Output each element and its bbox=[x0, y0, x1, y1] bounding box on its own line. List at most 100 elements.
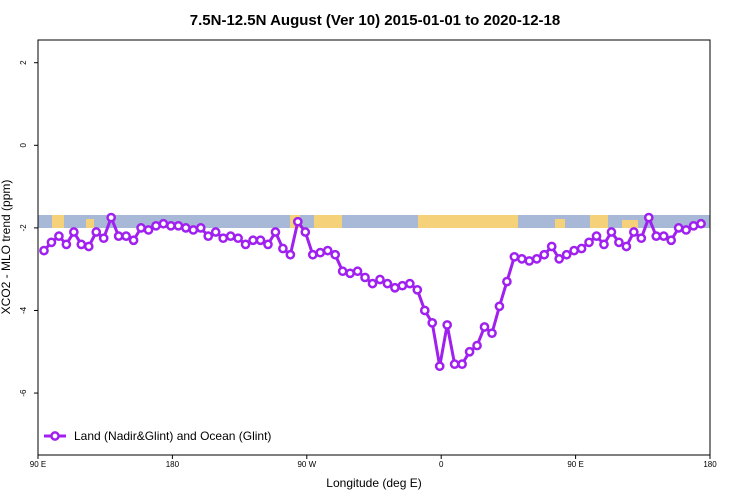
land-ocean-strip bbox=[38, 215, 710, 228]
land-patch bbox=[590, 215, 608, 228]
data-point bbox=[681, 225, 691, 235]
data-point bbox=[39, 245, 49, 256]
data-point bbox=[158, 218, 169, 229]
data-point bbox=[673, 223, 684, 233]
data-point bbox=[576, 243, 587, 254]
x-tick-label: 0 bbox=[439, 460, 444, 469]
data-point bbox=[457, 359, 467, 370]
data-point bbox=[487, 328, 497, 339]
data-point bbox=[464, 346, 475, 357]
x-axis-label: Longitude (deg E) bbox=[326, 476, 421, 490]
data-point bbox=[561, 249, 572, 260]
data-point bbox=[688, 220, 699, 231]
land-patch bbox=[314, 215, 342, 228]
data-point bbox=[352, 266, 363, 277]
data-point bbox=[68, 227, 79, 237]
data-point bbox=[255, 235, 266, 246]
y-tick-label: 0 bbox=[19, 143, 28, 148]
land-patch bbox=[86, 219, 94, 228]
data-point bbox=[666, 235, 677, 246]
data-point bbox=[472, 340, 482, 351]
data-point bbox=[569, 245, 579, 256]
data-point bbox=[270, 227, 281, 237]
data-point bbox=[554, 254, 565, 264]
data-point bbox=[83, 241, 94, 252]
data-point bbox=[412, 284, 423, 295]
data-point bbox=[337, 266, 348, 277]
data-point bbox=[240, 239, 251, 250]
data-point bbox=[330, 249, 341, 260]
data-point bbox=[427, 318, 438, 328]
data-point bbox=[636, 233, 647, 244]
data-point bbox=[479, 322, 490, 332]
data-point bbox=[651, 231, 662, 241]
data-point bbox=[628, 227, 639, 237]
data-point bbox=[516, 254, 527, 264]
data-point bbox=[128, 235, 139, 246]
data-point bbox=[263, 239, 273, 250]
data-point bbox=[404, 278, 415, 289]
data-point bbox=[539, 249, 550, 260]
y-tick-label: -6 bbox=[19, 389, 28, 397]
data-point bbox=[173, 220, 184, 231]
data-point bbox=[106, 212, 117, 223]
data-point bbox=[643, 212, 654, 223]
y-axis-label: XCO2 - MLO trend (ppm) bbox=[0, 180, 13, 315]
x-tick-label: 90 W bbox=[297, 460, 316, 469]
data-point bbox=[531, 254, 542, 264]
data-point bbox=[307, 249, 318, 260]
data-point bbox=[292, 216, 303, 227]
data-point bbox=[591, 231, 602, 241]
data-point bbox=[546, 241, 557, 252]
data-point bbox=[524, 256, 535, 266]
legend-label: Land (Nadir&Glint) and Ocean (Glint) bbox=[74, 429, 271, 443]
data-point bbox=[180, 223, 191, 233]
data-point bbox=[434, 361, 445, 372]
data-point bbox=[91, 227, 102, 237]
y-tick-label: -2 bbox=[19, 224, 28, 232]
data-point bbox=[248, 235, 258, 246]
x-tick-label: 90 E bbox=[567, 460, 583, 469]
x-tick-label: 180 bbox=[703, 460, 717, 469]
data-point bbox=[509, 251, 520, 262]
data-point bbox=[419, 305, 430, 316]
legend-marker bbox=[50, 431, 60, 441]
data-point bbox=[375, 274, 385, 285]
data-point bbox=[382, 278, 393, 289]
y-tick-label: -4 bbox=[19, 306, 28, 314]
data-point bbox=[345, 268, 355, 279]
data-point bbox=[315, 247, 326, 258]
data-point bbox=[46, 237, 57, 248]
land-patch bbox=[555, 219, 565, 228]
data-point bbox=[322, 245, 333, 256]
chart-title: 7.5N-12.5N August (Ver 10) 2015-01-01 to… bbox=[190, 12, 560, 29]
data-point bbox=[188, 225, 199, 235]
x-tick-label: 180 bbox=[166, 460, 180, 469]
data-point bbox=[658, 231, 669, 241]
data-point bbox=[61, 239, 72, 250]
data-point bbox=[233, 233, 243, 244]
land-patch bbox=[622, 220, 638, 228]
data-point bbox=[54, 231, 64, 241]
data-point bbox=[143, 225, 154, 235]
data-point bbox=[360, 272, 370, 283]
data-point bbox=[367, 278, 378, 289]
data-point bbox=[121, 231, 131, 241]
ocean-band bbox=[38, 215, 710, 228]
data-point bbox=[442, 320, 453, 330]
data-point bbox=[225, 231, 236, 241]
data-point bbox=[195, 223, 206, 233]
data-point bbox=[113, 231, 124, 241]
data-point bbox=[98, 233, 109, 244]
x-tick-label: 90 E bbox=[30, 460, 46, 469]
data-point bbox=[614, 237, 624, 248]
data-point bbox=[696, 218, 706, 229]
data-point bbox=[606, 227, 617, 237]
data-point bbox=[278, 243, 288, 254]
data-point bbox=[218, 233, 229, 244]
y-tick-label: 2 bbox=[19, 60, 28, 65]
data-point bbox=[599, 239, 609, 250]
plot-frame bbox=[37, 39, 711, 456]
data-point bbox=[584, 237, 594, 248]
